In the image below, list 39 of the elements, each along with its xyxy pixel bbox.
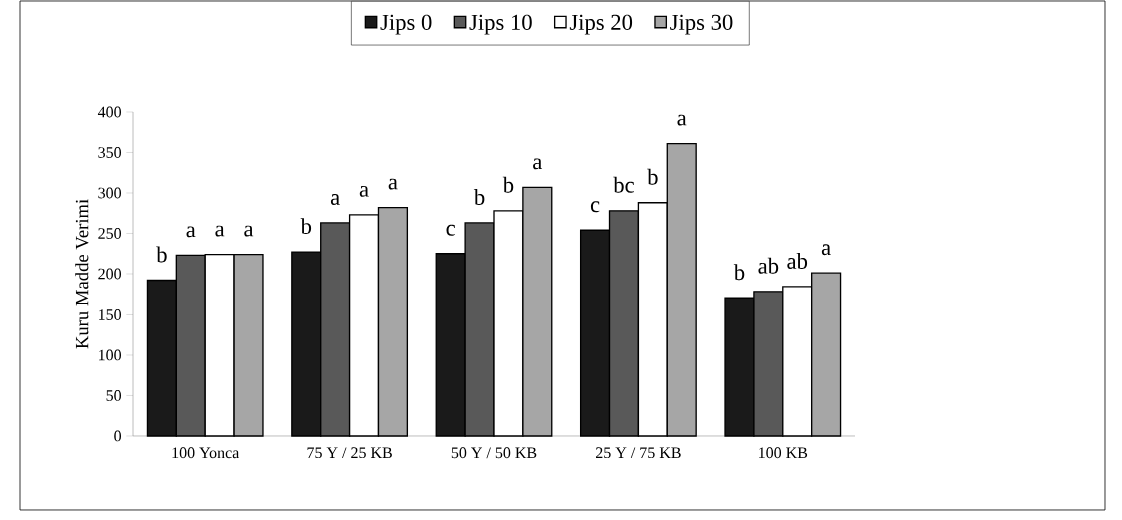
data-label: b <box>647 168 658 185</box>
data-label: a <box>186 226 196 238</box>
data-label: bc <box>613 176 634 193</box>
data-label: b <box>300 218 312 235</box>
y-tick-label: 350 <box>98 147 122 158</box>
data-label: c <box>590 201 600 213</box>
y-tick-label: 200 <box>98 268 122 280</box>
x-tick-label: 25 Y / 75 KB <box>596 447 681 459</box>
data-label: a <box>533 158 543 170</box>
data-label: a <box>244 225 254 237</box>
x-tick-label: 50 Y / 50 KB <box>451 447 537 459</box>
y-tick-label: 150 <box>99 309 122 320</box>
data-label: a <box>359 185 369 197</box>
x-tick-label: 75 Y / 25 KB <box>307 447 392 459</box>
data-label: b <box>733 264 745 281</box>
data-label: b <box>473 188 485 205</box>
data-label: ab <box>758 257 779 274</box>
legend-label: Jips 20 <box>569 14 633 35</box>
y-tick-label: 250 <box>98 228 122 239</box>
legend-label: Jips 10 <box>469 14 532 35</box>
data-label: a <box>330 194 340 205</box>
y-tick-label: 0 <box>114 430 122 442</box>
y-tick-label: 400 <box>97 106 122 118</box>
y-tick-label: 50 <box>106 390 122 401</box>
y-tick-label: 100 <box>99 349 122 361</box>
data-label: a <box>677 114 687 126</box>
y-tick-label: 300 <box>98 187 122 199</box>
data-label: b <box>156 246 167 263</box>
x-tick-label: 100 KB <box>759 447 808 459</box>
data-label: ab <box>787 252 808 269</box>
legend-label: Jips 30 <box>670 14 733 35</box>
data-label: c <box>446 224 456 236</box>
x-tick-label: 100 Yonca <box>172 447 240 459</box>
data-label: a <box>215 225 225 237</box>
y-axis-title: Kuru Madde Verimi <box>75 199 89 349</box>
data-label: b <box>502 176 514 193</box>
legend-label: Jips 0 <box>380 14 432 35</box>
data-label: a <box>388 178 398 190</box>
data-label: a <box>821 244 831 256</box>
